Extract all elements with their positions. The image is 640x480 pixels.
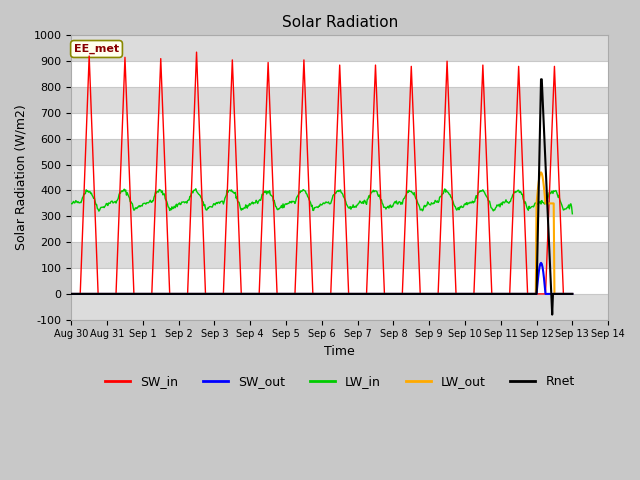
- Y-axis label: Solar Radiation (W/m2): Solar Radiation (W/m2): [15, 105, 28, 251]
- Bar: [71, 191, 608, 216]
- Title: Solar Radiation: Solar Radiation: [282, 15, 398, 30]
- Text: EE_met: EE_met: [74, 44, 119, 54]
- Bar: [71, 87, 608, 113]
- Bar: [71, 242, 608, 268]
- Legend: SW_in, SW_out, LW_in, LW_out, Rnet: SW_in, SW_out, LW_in, LW_out, Rnet: [100, 370, 580, 393]
- X-axis label: Time: Time: [324, 345, 355, 358]
- Bar: [71, 139, 608, 165]
- Bar: [71, 36, 608, 61]
- Bar: [71, 294, 608, 320]
